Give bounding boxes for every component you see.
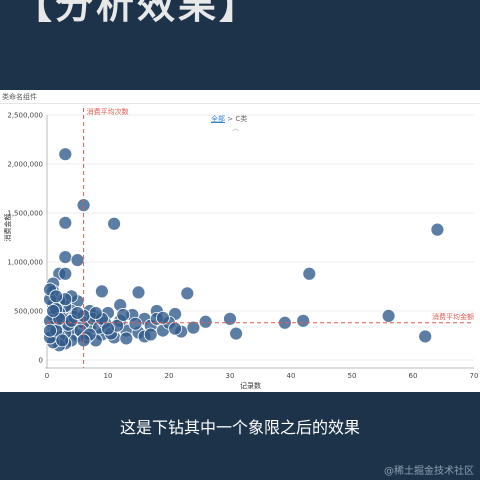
data-point[interactable]: [131, 285, 146, 300]
watermark: @稀土掘金技术社区: [384, 466, 474, 477]
data-point[interactable]: [119, 331, 134, 346]
data-point[interactable]: [229, 326, 244, 341]
data-point[interactable]: [43, 323, 57, 338]
data-point[interactable]: [107, 216, 121, 231]
x-tick-label: 20: [165, 372, 174, 380]
breadcrumb-separator: >: [227, 115, 234, 123]
data-point[interactable]: [116, 308, 131, 322]
breadcrumb-root-link[interactable]: 全部: [211, 115, 225, 123]
x-tick-label: 50: [348, 372, 357, 380]
data-point[interactable]: [55, 333, 70, 348]
data-point[interactable]: [49, 289, 64, 304]
data-point[interactable]: [101, 321, 115, 336]
panel-divider: [0, 103, 480, 104]
data-point[interactable]: [46, 304, 60, 318]
y-tick-label: 2,500,000: [7, 112, 43, 120]
breadcrumb-current: C类: [235, 115, 248, 123]
data-point[interactable]: [430, 222, 445, 237]
y-tick-label: 1,000,000: [7, 259, 43, 267]
avg-amount-label: 消费平均金额: [432, 312, 474, 321]
data-point[interactable]: [223, 311, 237, 326]
data-point[interactable]: [168, 321, 183, 336]
avg-count-label: 消费平均次数: [87, 107, 129, 116]
chevron-up-icon[interactable]: ︿: [232, 124, 239, 132]
x-axis-label: 记录数: [240, 381, 261, 390]
data-point[interactable]: [180, 286, 195, 301]
data-point[interactable]: [302, 266, 317, 281]
x-tick-label: 10: [104, 372, 113, 380]
widget-name: 类命名组件: [2, 93, 37, 101]
chart-panel: 类命名组件 0 500,000 1,000,000 1,500,000 2,000,00…: [0, 90, 480, 392]
y-axis-label: 消费金额: [3, 214, 12, 242]
data-point[interactable]: [58, 215, 73, 230]
data-point[interactable]: [381, 308, 396, 323]
x-tick-label: 60: [409, 372, 418, 380]
x-tick-label: 30: [226, 372, 235, 380]
data-point[interactable]: [58, 250, 73, 265]
breadcrumb: 全部 > C类: [211, 114, 247, 124]
x-tick-label: 70: [470, 372, 479, 380]
data-point[interactable]: [76, 198, 91, 213]
y-tick-label: 1,500,000: [7, 210, 43, 218]
data-point[interactable]: [70, 306, 85, 320]
data-point[interactable]: [143, 327, 158, 342]
banner: 【分析效果】: [0, 0, 480, 90]
y-tick-label: 0: [39, 357, 43, 365]
y-tick-label: 2,000,000: [7, 161, 43, 169]
y-tick-label: 500,000: [14, 308, 43, 316]
caption: 这是下钻其中一个象限之后的效果: [119, 418, 360, 437]
data-point[interactable]: [186, 320, 201, 335]
x-tick-label: 40: [287, 372, 296, 380]
data-point[interactable]: [58, 266, 73, 281]
data-point[interactable]: [95, 284, 109, 299]
banner-title: 【分析效果】: [14, 0, 261, 27]
data-point[interactable]: [155, 310, 170, 325]
x-tick-label: 0: [45, 372, 49, 380]
data-point[interactable]: [198, 314, 213, 329]
data-point[interactable]: [418, 329, 433, 344]
data-point[interactable]: [296, 313, 311, 328]
data-point[interactable]: [58, 147, 73, 162]
scatter-chart[interactable]: 0 500,000 1,000,000 1,500,000 2,000,000 2,500…: [0, 90, 480, 392]
data-point[interactable]: [70, 253, 85, 267]
data-point[interactable]: [88, 306, 103, 320]
data-point[interactable]: [128, 316, 143, 331]
